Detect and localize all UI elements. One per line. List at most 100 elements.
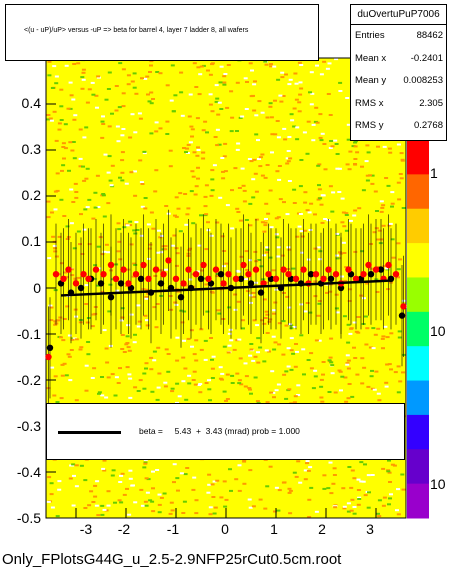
heatmap-cell bbox=[188, 93, 193, 96]
heatmap-cell bbox=[396, 242, 401, 245]
heatmap-cell bbox=[121, 68, 126, 71]
data-point bbox=[107, 294, 115, 301]
heatmap-cell bbox=[181, 380, 186, 383]
heatmap-cell bbox=[199, 65, 204, 68]
data-point bbox=[125, 280, 132, 287]
heatmap-cell bbox=[46, 200, 51, 203]
heatmap-cell bbox=[78, 348, 83, 351]
heatmap-cell bbox=[100, 394, 105, 397]
heatmap-cell bbox=[79, 213, 83, 216]
heatmap-cell bbox=[136, 390, 141, 392]
heatmap-cell bbox=[300, 251, 304, 254]
heatmap-cell bbox=[265, 332, 270, 334]
data-point bbox=[185, 266, 192, 273]
heatmap-cell bbox=[346, 502, 351, 505]
heatmap-cell bbox=[194, 512, 199, 515]
heatmap-cell bbox=[389, 332, 394, 335]
heatmap-cell bbox=[353, 163, 357, 165]
heatmap-cell bbox=[113, 394, 118, 397]
heatmap-cell bbox=[158, 72, 163, 75]
heatmap-cell bbox=[59, 397, 64, 400]
heatmap-cell bbox=[140, 183, 145, 185]
heatmap-cell bbox=[388, 222, 393, 225]
heatmap-cell bbox=[54, 139, 59, 142]
heatmap-cell bbox=[317, 188, 322, 191]
title-box: <(u - uP)/uP> versus -uP => beta for bar… bbox=[5, 4, 319, 61]
heatmap-cell bbox=[206, 491, 211, 494]
fit-line bbox=[60, 279, 392, 297]
heatmap-cell bbox=[323, 218, 328, 220]
data-point bbox=[165, 257, 172, 264]
heatmap-cell bbox=[84, 303, 89, 305]
heatmap-cell bbox=[353, 141, 357, 144]
heatmap-cell bbox=[175, 477, 180, 480]
heatmap-cell bbox=[47, 476, 52, 479]
heatmap-cell bbox=[257, 259, 262, 261]
heatmap-cell bbox=[242, 482, 247, 485]
heatmap-cell bbox=[256, 361, 261, 364]
heatmap-cell bbox=[206, 221, 210, 224]
heatmap-cell bbox=[194, 499, 199, 502]
heatmap-cell bbox=[107, 125, 112, 128]
heatmap-cell bbox=[128, 469, 133, 472]
heatmap-cell bbox=[211, 355, 216, 358]
heatmap-cell bbox=[63, 123, 68, 126]
heatmap-cell bbox=[235, 207, 240, 210]
heatmap-cell bbox=[322, 487, 327, 490]
heatmap-cell bbox=[79, 464, 84, 467]
colorbar-segment bbox=[407, 483, 429, 519]
heatmap-cell bbox=[72, 474, 76, 477]
heatmap-cell bbox=[206, 69, 210, 72]
heatmap-cell bbox=[298, 213, 303, 215]
heatmap-cell bbox=[262, 230, 267, 233]
heatmap-cell bbox=[256, 139, 260, 142]
heatmap-cell bbox=[139, 488, 144, 491]
heatmap-cell bbox=[175, 252, 180, 255]
heatmap-cell bbox=[190, 345, 194, 348]
heatmap-cell bbox=[180, 321, 185, 324]
heatmap-cell bbox=[187, 382, 192, 385]
heatmap-cell bbox=[207, 473, 212, 476]
heatmap-cell bbox=[254, 190, 259, 193]
heatmap-cell bbox=[138, 117, 143, 120]
heatmap-cell bbox=[71, 98, 76, 101]
heatmap-cell bbox=[240, 319, 245, 322]
heatmap-cell bbox=[113, 501, 117, 504]
heatmap-cell bbox=[48, 304, 53, 307]
heatmap-cell bbox=[342, 505, 347, 508]
file-label: Only_FPlotsG44G_u_2.5-2.9NFP25rCut0.5cm.… bbox=[2, 551, 342, 568]
heatmap-cell bbox=[208, 399, 212, 402]
heatmap-cell bbox=[63, 271, 67, 274]
heatmap-cell bbox=[181, 512, 186, 514]
heatmap-cell bbox=[282, 127, 287, 130]
heatmap-cell bbox=[91, 217, 96, 220]
heatmap-cell bbox=[294, 475, 299, 478]
heatmap-cell bbox=[155, 398, 160, 401]
heatmap-cell bbox=[218, 81, 223, 84]
heatmap-cell bbox=[91, 501, 96, 503]
heatmap-cell bbox=[235, 148, 240, 151]
heatmap-cell bbox=[144, 477, 149, 480]
heatmap-cell bbox=[143, 197, 148, 199]
heatmap-cell bbox=[158, 236, 163, 239]
heatmap-cell bbox=[163, 385, 168, 388]
heatmap-cell bbox=[152, 359, 157, 362]
heatmap-cell bbox=[110, 164, 115, 167]
heatmap-cell bbox=[384, 385, 389, 388]
heatmap-cell bbox=[375, 291, 380, 293]
heatmap-cell bbox=[347, 383, 352, 385]
data-point bbox=[285, 271, 292, 278]
heatmap-cell bbox=[210, 178, 215, 181]
heatmap-cell bbox=[263, 317, 268, 319]
heatmap-cell bbox=[61, 142, 66, 145]
heatmap-cell bbox=[144, 297, 149, 300]
heatmap-cell bbox=[235, 130, 239, 132]
heatmap-cell bbox=[396, 276, 400, 279]
heatmap-cell bbox=[102, 329, 107, 332]
x-tick-label: 3 bbox=[366, 521, 374, 537]
heatmap-cell bbox=[82, 179, 87, 182]
heatmap-cell bbox=[389, 493, 393, 496]
heatmap-cell bbox=[344, 212, 349, 215]
heatmap-cell bbox=[252, 109, 257, 112]
heatmap-cell bbox=[133, 232, 138, 235]
